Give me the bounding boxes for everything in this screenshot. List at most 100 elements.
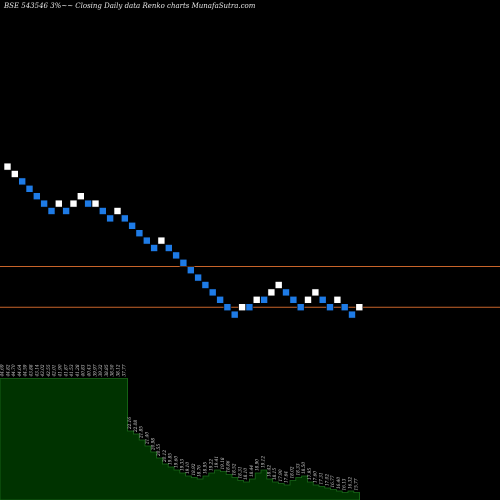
- price-label-26: 20.98: [150, 438, 155, 451]
- renko-brick-1: [11, 170, 19, 178]
- price-label-28: 20.12: [162, 450, 167, 463]
- renko-brick-5: [40, 199, 48, 208]
- price-label-15: 40.43: [87, 364, 92, 377]
- renko-brick-19: [143, 236, 151, 245]
- price-label-60: 16.32: [348, 477, 353, 489]
- renko-brick-11: [84, 199, 92, 208]
- price-label-34: 18.76: [197, 465, 202, 477]
- price-label-45: 19.12: [261, 456, 266, 468]
- price-label-29: 19.85: [168, 453, 173, 465]
- price-label-11: 41.87: [63, 364, 68, 377]
- renko-brick-2: [18, 177, 27, 186]
- price-label-43: 18.44: [249, 465, 254, 477]
- renko-brick-17: [128, 222, 136, 230]
- price-label-56: 17.02: [324, 474, 329, 486]
- renko-brick-25: [187, 266, 195, 275]
- price-label-7: 43.02: [40, 364, 45, 377]
- price-label-53: 17.95: [307, 468, 312, 480]
- renko-brick-14: [106, 214, 114, 223]
- renko-brick-42: [311, 288, 320, 297]
- renko-brick-29: [216, 295, 224, 304]
- price-label-36: 19.22: [208, 459, 213, 471]
- price-label-38: 19.18: [220, 457, 225, 469]
- price-label-31: 19.33: [179, 459, 184, 471]
- price-label-0: 44.69: [0, 364, 5, 377]
- price-label-4: 44.59: [23, 364, 28, 377]
- renko-brick-47: [348, 310, 356, 319]
- renko-brick-6: [47, 207, 56, 215]
- price-label-20: 38.12: [116, 364, 121, 376]
- renko-brick-41: [304, 295, 312, 304]
- renko-brick-9: [69, 199, 78, 208]
- price-label-21: 37.77: [121, 364, 126, 376]
- renko-brick-40: [296, 303, 305, 312]
- price-label-55: 17.31: [319, 473, 324, 485]
- volume-area-shape: [0, 378, 361, 500]
- renko-brick-0: [3, 162, 12, 171]
- renko-brick-23: [172, 251, 180, 260]
- price-label-24: 21.85: [139, 426, 144, 439]
- renko-brick-32: [238, 303, 246, 312]
- renko-brick-34: [252, 295, 261, 304]
- price-label-32: 19.10: [185, 462, 190, 474]
- renko-brick-10: [77, 192, 85, 200]
- price-label-35: 18.95: [203, 462, 208, 474]
- renko-brick-13: [99, 207, 107, 215]
- renko-brick-15: [113, 207, 122, 215]
- renko-brick-21: [157, 236, 166, 245]
- price-label-1: 44.82: [5, 364, 10, 377]
- renko-brick-39: [289, 295, 298, 304]
- renko-brick-3: [25, 185, 34, 193]
- price-label-22: 22.16: [127, 417, 132, 430]
- price-label-58: 16.40: [336, 477, 341, 489]
- renko-brick-22: [165, 244, 173, 252]
- price-label-50: 18.02: [290, 466, 295, 478]
- price-label-57: 16.77: [330, 475, 335, 487]
- renko-brick-36: [267, 288, 276, 297]
- renko-brick-33: [245, 303, 254, 312]
- renko-brick-28: [208, 288, 217, 297]
- price-label-2: 44.70: [11, 364, 16, 377]
- renko-brick-18: [135, 229, 144, 237]
- price-labels: 44.69 44.82 44.70 44.64 44.59 43.88 43.14 43.02…: [0, 364, 358, 490]
- price-label-40: 18.52: [232, 463, 237, 475]
- price-label-3: 44.64: [17, 364, 22, 377]
- renko-brick-8: [62, 207, 70, 215]
- price-label-41: 18.31: [237, 467, 242, 479]
- price-label-37: 19.41: [214, 456, 219, 468]
- price-label-52: 18.50: [301, 462, 306, 474]
- renko-brick-37: [274, 281, 283, 289]
- price-label-14: 40.83: [81, 364, 86, 377]
- renko-bricks: [3, 162, 364, 319]
- price-label-59: 16.13: [342, 478, 347, 490]
- renko-brick-4: [32, 192, 41, 200]
- price-label-23: 22.08: [133, 420, 138, 433]
- price-label-9: 42.01: [52, 365, 57, 378]
- price-label-18: 38.85: [104, 364, 109, 376]
- price-label-39: 18.86: [226, 460, 231, 472]
- price-label-16: 39.97: [92, 364, 97, 376]
- renko-brick-12: [91, 199, 100, 208]
- price-label-8: 42.55: [46, 364, 51, 377]
- price-label-10: 41.90: [58, 364, 63, 377]
- chart-title: BSE 543546 3%~~ Closing Daily data Renko…: [4, 2, 256, 10]
- price-label-19: 38.50: [110, 364, 115, 376]
- price-label-30: 19.60: [174, 456, 179, 468]
- price-label-48: 17.90: [278, 469, 283, 481]
- price-label-44: 18.90: [255, 459, 260, 471]
- renko-brick-43: [318, 295, 327, 304]
- renko-brick-20: [150, 244, 158, 252]
- price-label-17: 39.32: [98, 364, 103, 376]
- renko-brick-24: [179, 258, 188, 267]
- renko-brick-46: [340, 303, 349, 312]
- renko-brick-35: [260, 295, 268, 304]
- price-label-6: 43.14: [34, 364, 39, 377]
- renko-brick-48: [355, 303, 364, 312]
- renko-brick-38: [282, 288, 290, 297]
- price-label-46: 18.42: [266, 465, 271, 477]
- renko-brick-31: [230, 310, 239, 319]
- price-label-12: 41.53: [69, 364, 74, 377]
- price-label-51: 18.33: [295, 463, 300, 475]
- renko-brick-26: [194, 273, 202, 282]
